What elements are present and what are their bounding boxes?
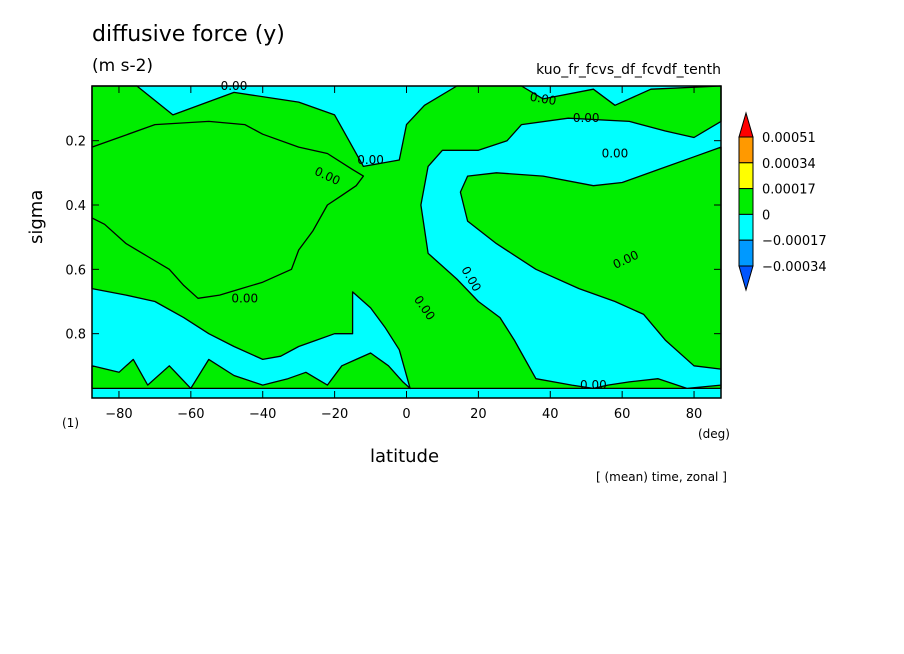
y-tick-label: 0.2 <box>65 135 86 150</box>
contour-label: 0.00 <box>529 90 558 108</box>
colorbar-level-label: −0.00034 <box>762 260 827 275</box>
contour-label: 0.00 <box>573 111 600 125</box>
colorbar-level-label: 0 <box>762 208 770 223</box>
averaging-note: [ (mean) time, zonal ] <box>596 470 727 484</box>
colorbar-level-label: 0.00017 <box>762 183 816 198</box>
x-tick-label: −20 <box>321 407 348 422</box>
colorbar-segment <box>738 213 754 241</box>
x-tick-label: 40 <box>542 407 559 422</box>
x-tick-label: −60 <box>177 407 204 422</box>
contour-label: 0.00 <box>231 291 258 305</box>
x-tick-label: −80 <box>105 407 132 422</box>
x-tick-label: −40 <box>249 407 276 422</box>
y-tick-label: 0.4 <box>65 199 86 214</box>
x-tick-label: 60 <box>614 407 631 422</box>
x-tick-label: 0 <box>402 407 410 422</box>
x-axis-label: latitude <box>370 446 440 467</box>
chart-title: diffusive force (y) <box>92 22 285 47</box>
colorbar: 0.00051 0.00034 0.00017 0 −0.00017 −0.00034 <box>738 111 827 292</box>
colorbar-segment <box>738 162 754 190</box>
y-tick-label: 0.8 <box>65 328 86 343</box>
contour-label: 0.00 <box>580 378 607 392</box>
contour-label: 0.00 <box>602 147 629 161</box>
run-name: kuo_fr_fcvs_df_fcvdf_tenth <box>536 62 721 78</box>
colorbar-bottom-arrow <box>738 265 754 292</box>
colorbar-segment <box>738 239 754 267</box>
colorbar-level-label: 0.00034 <box>762 157 816 172</box>
x-axis-unit: (deg) <box>698 427 730 441</box>
x-tick-label: 20 <box>470 407 487 422</box>
panel-index: (1) <box>62 416 79 430</box>
chart-units: (m s-2) <box>92 56 154 76</box>
colorbar-level-label: 0.00051 <box>762 131 816 146</box>
colorbar-level-label: −0.00017 <box>762 234 827 249</box>
colorbar-top-arrow <box>738 111 754 138</box>
y-tick-label: 0.6 <box>65 263 86 278</box>
contour-label: 0.00 <box>357 153 384 167</box>
colorbar-segment <box>738 136 754 164</box>
axes: −80 −60 −40 −20 0 20 40 60 80 0.2 0.4 0.6 0.8 <box>65 85 722 422</box>
colorbar-segment <box>738 188 754 215</box>
plot-area: 0.000.000.000.000.000.000.000.000.000.00… <box>91 79 722 398</box>
x-tick-label: 80 <box>686 407 703 422</box>
